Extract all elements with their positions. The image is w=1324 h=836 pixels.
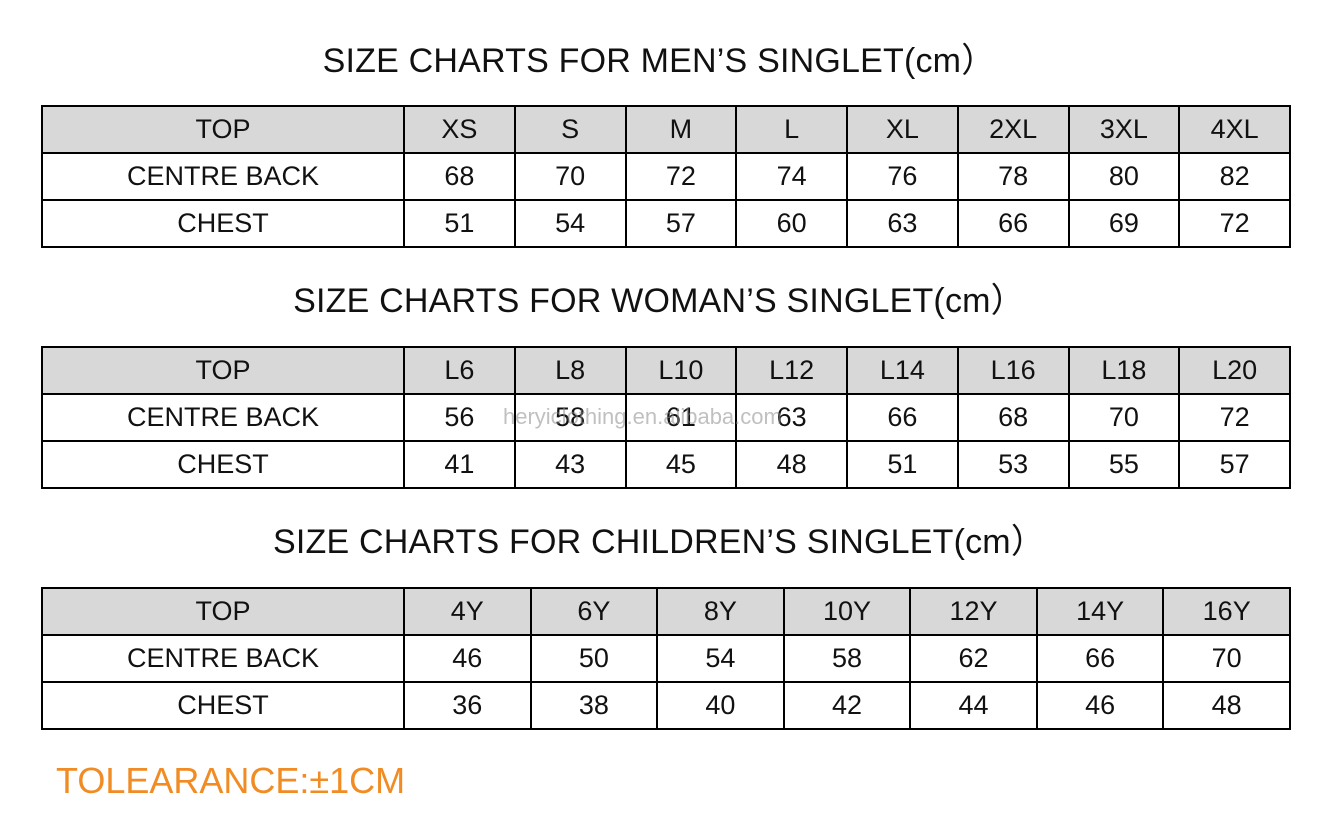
- table-cell: 56: [403, 393, 516, 442]
- table-cell: 80: [1067, 152, 1181, 201]
- table-cell: 46: [1035, 681, 1165, 730]
- header-cell: M: [624, 105, 738, 154]
- header-cell: 8Y: [656, 587, 785, 636]
- header-cell: 16Y: [1162, 587, 1291, 636]
- table-cell: 42: [782, 681, 912, 730]
- table-header-row: TOP XS S M L XL 2XL 3XL 4XL: [41, 105, 1291, 154]
- table-cell: 66: [846, 393, 959, 442]
- table-row: CENTRE BACK 46 50 54 58 62 66 70: [41, 634, 1291, 683]
- row-label: CHEST: [41, 681, 405, 730]
- table-cell: 72: [624, 152, 738, 201]
- header-cell: L: [735, 105, 848, 154]
- table-cell: 70: [513, 152, 627, 201]
- header-cell: S: [513, 105, 627, 154]
- table-cell: 41: [403, 440, 516, 489]
- header-cell: L16: [956, 346, 1070, 395]
- table-cell: 51: [403, 199, 516, 248]
- header-cell: XS: [403, 105, 516, 154]
- children-chart-title: SIZE CHARTS FOR CHILDREN’S SINGLET(cm）: [272, 523, 1046, 561]
- table-cell: 68: [403, 152, 516, 201]
- table-row: CHEST 41 43 45 48 51 53 55 57: [41, 440, 1291, 489]
- table-cell: 76: [846, 152, 959, 201]
- table-cell: 54: [513, 199, 627, 248]
- table-cell: 66: [956, 199, 1070, 248]
- table-cell: 69: [1067, 199, 1181, 248]
- table-cell: 63: [846, 199, 959, 248]
- table-header-row: TOP L6 L8 L10 L12 L14 L16 L18 L20: [41, 346, 1291, 395]
- table-cell: 70: [1162, 634, 1291, 683]
- table-cell: 38: [529, 681, 659, 730]
- row-label: CENTRE BACK: [41, 152, 405, 201]
- table-cell: 66: [1035, 634, 1165, 683]
- table-cell: 57: [624, 199, 738, 248]
- table-cell: 58: [782, 634, 912, 683]
- row-label: CHEST: [41, 199, 405, 248]
- header-cell: L12: [735, 346, 848, 395]
- table-cell: 53: [956, 440, 1070, 489]
- table-cell: 62: [909, 634, 1038, 683]
- table-cell: 57: [1178, 440, 1291, 489]
- tolerance-note: TOLEARANCE:±1CM: [56, 760, 406, 801]
- table-cell: 36: [403, 681, 532, 730]
- table-cell: 68: [956, 393, 1070, 442]
- header-cell: 3XL: [1067, 105, 1181, 154]
- table-header-row: TOP 4Y 6Y 8Y 10Y 12Y 14Y 16Y: [41, 587, 1291, 636]
- women-size-table: TOP L6 L8 L10 L12 L14 L16 L18 L20 CENTRE…: [41, 346, 1291, 489]
- table-cell: 78: [956, 152, 1070, 201]
- table-row: CHEST 51 54 57 60 63 66 69 72: [41, 199, 1291, 248]
- table-cell: 51: [846, 440, 959, 489]
- header-cell: TOP: [41, 105, 405, 154]
- table-cell: 55: [1067, 440, 1181, 489]
- table-row: CHEST 36 38 40 42 44 46 48: [41, 681, 1291, 730]
- table-cell: 44: [909, 681, 1038, 730]
- table-cell: 74: [735, 152, 848, 201]
- row-label: CENTRE BACK: [41, 634, 405, 683]
- table-cell: 72: [1178, 393, 1291, 442]
- header-cell: 10Y: [782, 587, 912, 636]
- table-row: CENTRE BACK 68 70 72 74 76 78 80 82: [41, 152, 1291, 201]
- men-chart-title: SIZE CHARTS FOR MEN’S SINGLET(cm）: [322, 42, 996, 80]
- header-cell: L8: [513, 346, 627, 395]
- table-cell: 45: [624, 440, 738, 489]
- table-cell: 72: [1178, 199, 1291, 248]
- table-cell: 58: [513, 393, 627, 442]
- header-cell: XL: [846, 105, 959, 154]
- row-label: CENTRE BACK: [41, 393, 405, 442]
- header-cell: L20: [1178, 346, 1291, 395]
- men-size-table: TOP XS S M L XL 2XL 3XL 4XL CENTRE BACK …: [41, 105, 1291, 248]
- header-cell: 4Y: [403, 587, 532, 636]
- table-cell: 61: [624, 393, 738, 442]
- table-cell: 60: [735, 199, 848, 248]
- header-cell: L6: [403, 346, 516, 395]
- header-cell: TOP: [41, 346, 405, 395]
- children-size-table: TOP 4Y 6Y 8Y 10Y 12Y 14Y 16Y CENTRE BACK…: [41, 587, 1291, 730]
- table-cell: 82: [1178, 152, 1291, 201]
- header-cell: L10: [624, 346, 738, 395]
- row-label: CHEST: [41, 440, 405, 489]
- table-cell: 54: [656, 634, 785, 683]
- header-cell: 4XL: [1178, 105, 1291, 154]
- header-cell: L14: [846, 346, 959, 395]
- table-cell: 48: [735, 440, 848, 489]
- table-cell: 43: [513, 440, 627, 489]
- table-cell: 46: [403, 634, 532, 683]
- women-chart-title: SIZE CHARTS FOR WOMAN’S SINGLET(cm）: [293, 282, 1025, 320]
- header-cell: TOP: [41, 587, 405, 636]
- table-cell: 40: [656, 681, 785, 730]
- header-cell: 2XL: [956, 105, 1070, 154]
- table-cell: 63: [735, 393, 848, 442]
- header-cell: 14Y: [1035, 587, 1165, 636]
- table-row: CENTRE BACK 56 58 61 63 66 68 70 72: [41, 393, 1291, 442]
- table-cell: 48: [1162, 681, 1291, 730]
- table-cell: 50: [529, 634, 659, 683]
- table-cell: 70: [1067, 393, 1181, 442]
- header-cell: L18: [1067, 346, 1181, 395]
- header-cell: 6Y: [529, 587, 659, 636]
- header-cell: 12Y: [909, 587, 1038, 636]
